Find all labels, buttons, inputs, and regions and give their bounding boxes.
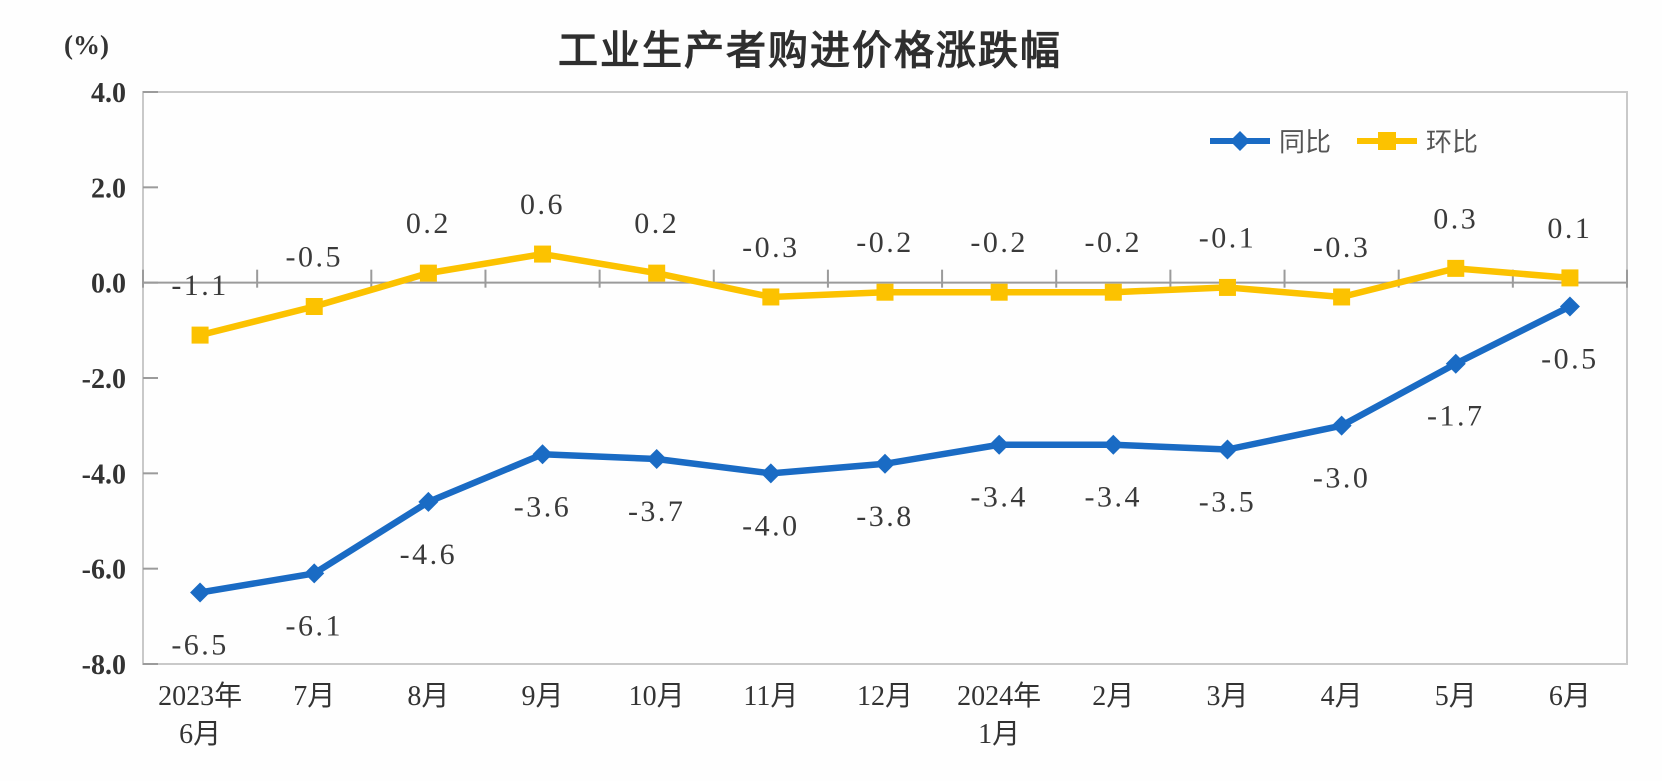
x-tick-label: 9月	[522, 681, 564, 712]
mom-legend-marker-icon	[1357, 131, 1418, 150]
yoy-data-point	[1217, 439, 1238, 460]
mom-data-point	[876, 283, 894, 301]
mom-data-label: -0.3	[742, 231, 800, 264]
y-tick-label: -8.0	[82, 650, 126, 681]
y-tick-label: 0.0	[91, 269, 126, 300]
yoy-data-label: -3.0	[1313, 462, 1371, 495]
chart-title: 工业生产者购进价格涨跌幅	[558, 29, 1062, 73]
yoy-data-label: -3.4	[970, 481, 1028, 514]
mom-data-label: 0.6	[520, 188, 565, 221]
yoy-data-point	[190, 582, 211, 603]
yoy-data-label: -3.8	[856, 500, 914, 533]
mom-data-point	[648, 264, 666, 282]
yoy-data-point	[875, 453, 895, 474]
mom-data-point	[419, 264, 437, 282]
x-tick-label: 6月	[179, 719, 221, 750]
mom-data-point	[1218, 278, 1236, 296]
yoy-data-label: -0.5	[1541, 343, 1599, 376]
yoy-data-label: -3.7	[628, 495, 686, 528]
x-tick-label: 11月	[743, 681, 798, 712]
x-tick-label: 2023年	[158, 680, 242, 712]
mom-data-point	[305, 298, 323, 315]
yoy-data-label: -6.1	[285, 609, 343, 642]
chart-legend: 同比 环比	[1208, 122, 1478, 159]
x-tick-label: 10月	[629, 681, 685, 712]
x-tick-label: 5月	[1435, 681, 1477, 712]
yoy-data-point	[1103, 434, 1124, 455]
yoy-data-point	[418, 491, 439, 512]
mom-data-point	[990, 283, 1008, 301]
yoy-data-label: -4.6	[400, 538, 458, 571]
yoy-data-point	[1331, 415, 1352, 436]
yoy-data-point	[989, 434, 1010, 455]
yoy-data-point	[304, 563, 325, 584]
mom-data-point	[762, 288, 780, 306]
yoy-data-label: -4.0	[742, 509, 800, 542]
y-tick-label: 4.0	[91, 78, 126, 109]
x-tick-label: 4月	[1321, 681, 1363, 712]
mom-data-point	[191, 326, 209, 344]
mom-data-label: 0.1	[1547, 212, 1592, 245]
y-tick-label: 2.0	[91, 173, 126, 204]
x-tick-label: 6月	[1549, 681, 1591, 712]
mom-data-label: -0.5	[285, 241, 343, 274]
mom-data-point	[1333, 288, 1351, 306]
y-axis-unit-label: (%)	[64, 30, 109, 60]
yoy-data-label: -3.6	[514, 490, 572, 523]
x-tick-label: 3月	[1206, 681, 1248, 712]
yoy-data-point	[1559, 296, 1580, 317]
y-tick-label: -4.0	[82, 459, 126, 490]
mom-data-label: -0.3	[1313, 231, 1371, 264]
x-tick-label: 7月	[293, 681, 335, 712]
mom-data-label: -0.2	[856, 226, 914, 259]
mom-data-point	[534, 245, 552, 263]
y-tick-label: -6.0	[82, 555, 126, 586]
x-tick-label: 8月	[407, 681, 449, 712]
x-tick-label: 2月	[1092, 681, 1134, 712]
legend-label-mom: 环比	[1426, 127, 1479, 157]
yoy-legend-diamond-icon	[1230, 130, 1250, 151]
legend-item-yoy: 同比	[1208, 122, 1331, 159]
yoy-data-label: -3.5	[1199, 486, 1257, 519]
y-tick-label: -2.0	[82, 364, 126, 395]
mom-data-label: -0.2	[970, 226, 1028, 259]
mom-data-label: -0.1	[1199, 221, 1257, 254]
yoy-data-label: -6.5	[171, 629, 229, 662]
mom-data-point	[1104, 283, 1122, 301]
mom-data-point	[1447, 259, 1465, 277]
legend-item-mom: 环比	[1355, 122, 1478, 159]
mom-data-label: -0.2	[1085, 226, 1143, 259]
x-tick-label: 1月	[978, 719, 1020, 750]
mom-data-label: 0.2	[406, 207, 451, 240]
mom-legend-square-icon	[1378, 131, 1397, 150]
yoy-data-label: -3.4	[1085, 481, 1143, 514]
x-tick-label: 12月	[857, 681, 913, 712]
mom-data-label: -1.1	[171, 269, 229, 302]
yoy-data-point	[532, 444, 553, 465]
yoy-data-point	[1445, 353, 1466, 374]
mom-data-label: 0.3	[1433, 202, 1478, 235]
mom-data-label: 0.2	[634, 207, 679, 240]
yoy-data-label: -1.7	[1427, 400, 1485, 433]
yoy-data-point	[760, 463, 781, 484]
mom-data-point	[1561, 269, 1579, 287]
yoy-data-point	[646, 449, 667, 470]
x-tick-label: 2024年	[957, 680, 1041, 712]
legend-label-yoy: 同比	[1279, 127, 1332, 157]
yoy-legend-marker-icon	[1210, 130, 1270, 151]
plot-border	[142, 91, 1628, 665]
